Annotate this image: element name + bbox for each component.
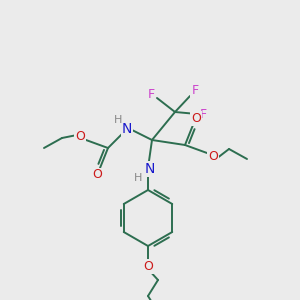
Text: F: F [191,83,199,97]
Text: H: H [114,115,122,125]
Text: O: O [92,169,102,182]
Text: F: F [147,88,155,100]
Text: H: H [134,173,142,183]
Text: O: O [191,112,201,124]
Text: N: N [122,122,132,136]
Text: O: O [143,260,153,272]
Text: O: O [75,130,85,142]
Text: O: O [208,151,218,164]
Text: F: F [200,109,207,122]
Text: N: N [145,162,155,176]
